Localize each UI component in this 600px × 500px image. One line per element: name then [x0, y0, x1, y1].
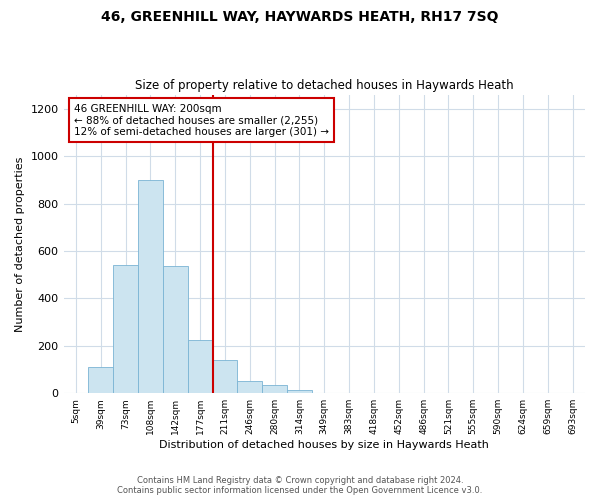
Y-axis label: Number of detached properties: Number of detached properties	[15, 156, 25, 332]
Bar	[238, 382, 262, 393]
Bar	[88, 367, 113, 393]
Bar	[188, 340, 212, 393]
X-axis label: Distribution of detached houses by size in Haywards Heath: Distribution of detached houses by size …	[160, 440, 489, 450]
Title: Size of property relative to detached houses in Haywards Heath: Size of property relative to detached ho…	[135, 79, 514, 92]
Bar	[138, 180, 163, 393]
Bar	[287, 390, 312, 393]
Bar	[163, 266, 188, 393]
Text: 46, GREENHILL WAY, HAYWARDS HEATH, RH17 7SQ: 46, GREENHILL WAY, HAYWARDS HEATH, RH17 …	[101, 10, 499, 24]
Text: 46 GREENHILL WAY: 200sqm
← 88% of detached houses are smaller (2,255)
12% of sem: 46 GREENHILL WAY: 200sqm ← 88% of detach…	[74, 104, 329, 136]
Bar	[262, 385, 287, 393]
Bar	[113, 265, 138, 393]
Bar	[212, 360, 238, 393]
Text: Contains HM Land Registry data © Crown copyright and database right 2024.
Contai: Contains HM Land Registry data © Crown c…	[118, 476, 482, 495]
